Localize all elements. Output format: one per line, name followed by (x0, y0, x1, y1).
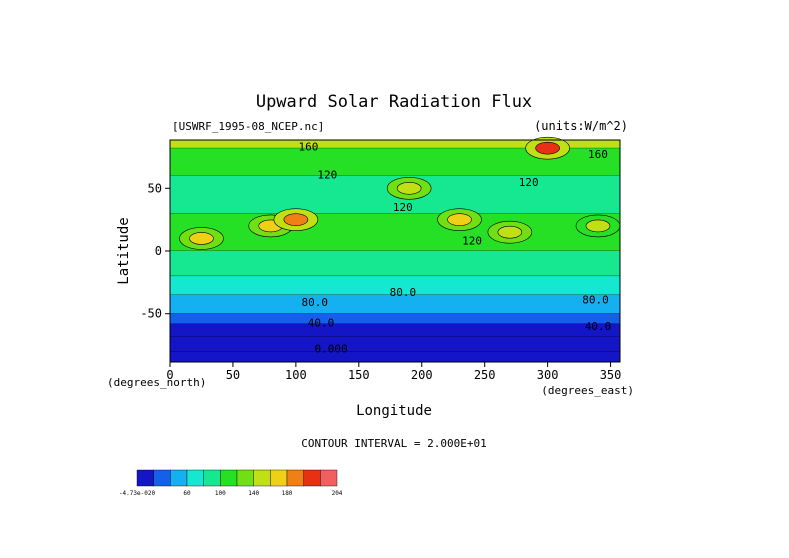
heatmap-band (170, 140, 620, 149)
colorbar-swatch (303, 469, 321, 487)
y-tick-label: 50 (148, 181, 162, 195)
contour-label: 120 (317, 168, 337, 181)
heatmap-hotspot-core (396, 181, 422, 195)
x-tick-label: 300 (537, 368, 559, 382)
contour-label: 120 (519, 176, 539, 189)
x-tick-label: 200 (411, 368, 433, 382)
colorbar-swatch (170, 469, 188, 487)
x-tick-label: 350 (600, 368, 622, 382)
heatmap-hotspot-core (189, 232, 214, 245)
heatmap-hotspot-core (283, 213, 309, 226)
colorbar-label: 140 (248, 490, 259, 497)
heatmap-band (170, 351, 620, 362)
contour-label: 120 (462, 235, 482, 248)
colorbar-swatch (153, 469, 171, 487)
x-tick-label: 250 (474, 368, 496, 382)
plot-area: 160 120 120 120 160 120 80.0 80.0 80.0 40.0 40.0 0.… (169, 136, 621, 363)
contour-label: 160 (299, 141, 319, 154)
colorbar-swatch (286, 469, 304, 487)
colorbar-label: 60 (183, 490, 191, 497)
contour-label: 0.000 (315, 343, 348, 356)
heatmap-band (170, 313, 620, 324)
y-tick-label: -50 (140, 307, 162, 321)
heatmap-bands (170, 140, 620, 363)
heatmap-band (170, 276, 620, 295)
y-tick-label: 0 (155, 244, 162, 258)
contour-label: 160 (588, 148, 608, 161)
x-tick-label: 0 (166, 368, 173, 382)
heatmap-hotspot-core (447, 213, 472, 226)
y-axis-ticks: 50 0 -50 (140, 181, 170, 321)
contour-labels: 160 120 120 120 160 120 80.0 80.0 80.0 40.0 40.0 0.… (299, 141, 612, 356)
y-axis-label: Latitude (116, 217, 132, 284)
units-label: (units:W/m^2) (534, 119, 628, 133)
x-tick-label: 50 (226, 368, 240, 382)
heatmap-band (170, 213, 620, 251)
contour-label: 120 (393, 201, 413, 214)
x-axis-label: Longitude (356, 403, 432, 419)
contour-label: 80.0 (582, 294, 609, 307)
colorbar-label: -4.73e-020 (119, 490, 156, 497)
colorbar-swatch (270, 469, 288, 487)
contour-label: 40.0 (308, 316, 335, 329)
x-unit-label: (degrees_east) (541, 384, 634, 397)
colorbar-swatch (186, 469, 204, 487)
colorbar: -4.73e-020 60 100 140 180 204 (119, 469, 343, 497)
heatmap-hotspot-core (535, 141, 560, 155)
heatmap-hotspot-core (497, 225, 523, 239)
colorbar-label: 204 (332, 490, 343, 497)
contour-label: 40.0 (585, 320, 612, 333)
heatmap-band (170, 336, 620, 352)
contour-label: 80.0 (390, 286, 417, 299)
x-axis-ticks: 0 50 100 150 200 250 300 350 (166, 362, 621, 382)
contour-interval: CONTOUR INTERVAL = 2.000E+01 (301, 437, 486, 450)
colorbar-swatch (203, 469, 221, 487)
contour-label: 80.0 (302, 296, 329, 309)
colorbar-label: 100 (215, 490, 226, 497)
x-tick-label: 150 (348, 368, 370, 382)
x-tick-label: 100 (285, 368, 307, 382)
colorbar-swatch (320, 469, 338, 487)
colorbar-label: 180 (282, 490, 293, 497)
heatmap-hotspot-core (585, 219, 611, 233)
heatmap-hotspots (179, 136, 621, 250)
y-unit-label: (degrees_north) (107, 376, 206, 389)
heatmap-band (170, 294, 620, 314)
heatmap-band (170, 323, 620, 337)
colorbar-swatch (136, 469, 154, 487)
colorbar-swatch (253, 469, 271, 487)
colorbar-swatch (220, 469, 238, 487)
colorbar-swatch (236, 469, 254, 487)
heatmap-band (170, 251, 620, 277)
chart-title: Upward Solar Radiation Flux (256, 92, 532, 112)
file-label: [USWRF_1995-08_NCEP.nc] (172, 120, 324, 133)
